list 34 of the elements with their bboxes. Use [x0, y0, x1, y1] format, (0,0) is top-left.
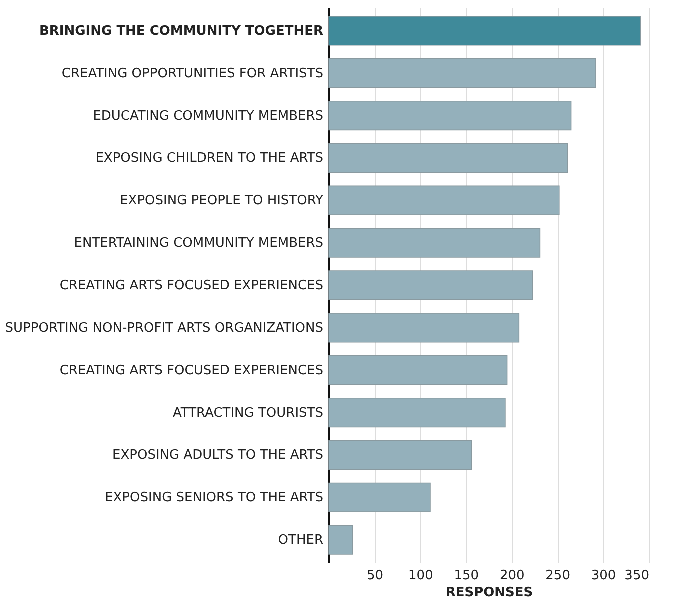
bar — [328, 356, 508, 386]
bar — [328, 525, 354, 555]
y-tick-label: OTHER — [278, 533, 324, 548]
y-tick-label: EXPOSING PEOPLE TO HISTORY — [120, 194, 324, 209]
x-axis-title: RESPONSES — [446, 586, 534, 600]
bar — [328, 186, 560, 216]
x-tick-label: 150 — [454, 568, 480, 584]
y-tick-label: BRINGING THE COMMUNITY TOGETHER — [39, 24, 324, 39]
bar — [328, 270, 534, 300]
y-tick-label: ENTERTAINING COMMUNITY MEMBERS — [74, 236, 324, 252]
y-tick-label: CREATING ARTS FOCUSED EXPERIENCES — [60, 363, 324, 378]
bar — [328, 398, 506, 428]
x-tick-label: 50 — [366, 568, 384, 584]
y-tick-label: EXPOSING CHILDREN TO THE ARTS — [96, 151, 324, 166]
x-tick-label: 300 — [591, 568, 616, 584]
y-tick-label: ATTRACTING TOURISTS — [173, 406, 324, 421]
x-tick-label: 200 — [500, 568, 525, 584]
x-tick-label: 350 — [624, 568, 650, 584]
bar — [328, 143, 568, 174]
bar — [328, 16, 642, 46]
y-tick-label: EXPOSING ADULTS TO THE ARTS — [112, 448, 324, 464]
bar — [328, 313, 520, 343]
x-tick-label: 250 — [546, 568, 570, 584]
bar — [328, 58, 596, 88]
bar — [328, 100, 572, 131]
y-tick-label: EDUCATING COMMUNITY MEMBERS — [93, 108, 324, 124]
y-tick-label: CREATING ARTS FOCUSED EXPERIENCES — [60, 278, 324, 294]
x-tick-label: 100 — [408, 568, 434, 584]
y-tick-label: CREATING OPPORTUNITIES FOR ARTISTS — [62, 66, 324, 82]
bar — [328, 440, 472, 470]
y-tick-label: SUPPORTING NON-PROFIT ARTS ORGANIZATIONS — [5, 320, 324, 336]
bar — [328, 482, 431, 512]
y-tick-label: EXPOSING SENIORS TO THE ARTS — [105, 490, 324, 506]
bar — [328, 228, 541, 258]
